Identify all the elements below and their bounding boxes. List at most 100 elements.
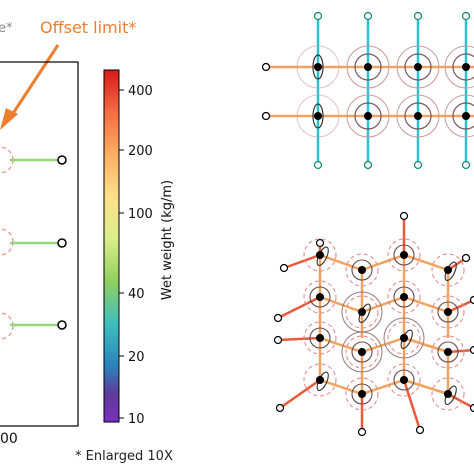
partial-top-label: e* bbox=[0, 21, 13, 36]
hub-circle bbox=[383, 317, 425, 359]
node-point bbox=[400, 251, 408, 259]
offset-limit-circle bbox=[387, 363, 421, 397]
offset-limit-circle bbox=[296, 45, 340, 89]
offset-limit-circle bbox=[345, 253, 379, 287]
offset-limit-circle bbox=[444, 45, 474, 89]
colorbar-tick-label: 20 bbox=[128, 350, 145, 365]
displacement-circle bbox=[351, 259, 373, 281]
hex-mooring-line bbox=[361, 295, 405, 314]
offset-limit-circle bbox=[396, 45, 440, 89]
offset-limit-circle bbox=[345, 295, 379, 329]
colorbar-ticks: 400 200 100 40 20 10 bbox=[119, 84, 153, 427]
offset-limit-circle bbox=[303, 280, 337, 314]
node-point bbox=[414, 112, 422, 120]
node-point bbox=[364, 63, 372, 71]
hex-mooring-line bbox=[361, 253, 405, 272]
node-point bbox=[316, 334, 324, 342]
offset-limit-circle bbox=[444, 94, 474, 138]
anchor-point bbox=[261, 62, 271, 72]
anchor-point bbox=[399, 211, 409, 221]
node-point bbox=[314, 63, 322, 71]
node-point bbox=[316, 376, 324, 384]
anchor-point bbox=[469, 295, 474, 305]
displacement-circle bbox=[393, 369, 415, 391]
anchor-mooring-line bbox=[447, 298, 474, 314]
anchor-point bbox=[313, 11, 323, 21]
node-point bbox=[358, 390, 366, 398]
colorbar-label: Wet weight (kg/m) bbox=[160, 180, 175, 300]
offset-limit-circle bbox=[431, 377, 465, 411]
anchor-point bbox=[57, 238, 67, 248]
node-point bbox=[414, 63, 422, 71]
hex-mooring-line bbox=[319, 295, 363, 314]
hex-mooring-line bbox=[403, 378, 449, 396]
hex-mooring-line bbox=[403, 253, 449, 272]
displacement-circle bbox=[437, 301, 459, 323]
displacement-circle bbox=[393, 286, 415, 308]
colorbar-gradient bbox=[103, 69, 120, 423]
anchor-point bbox=[469, 403, 474, 413]
offset-limit-circle bbox=[431, 295, 465, 329]
anchor-point bbox=[363, 11, 373, 21]
node-point bbox=[364, 112, 372, 120]
offset-limit-circle bbox=[387, 280, 421, 314]
anchor-point bbox=[413, 11, 423, 21]
offset-limit-arrow bbox=[0, 44, 60, 130]
displacement-circle bbox=[452, 53, 474, 81]
anchor-point bbox=[413, 160, 423, 170]
anchor-point bbox=[279, 263, 289, 273]
anchor-mooring-line bbox=[277, 336, 321, 342]
node-point bbox=[444, 308, 452, 316]
anchor-point bbox=[57, 155, 67, 165]
anchor-point bbox=[261, 111, 271, 121]
plot-frame bbox=[0, 61, 79, 427]
displacement-circle bbox=[393, 244, 415, 266]
node-point bbox=[316, 251, 324, 259]
hexagonal-array-diagram bbox=[273, 211, 474, 437]
offset-limit-circle bbox=[431, 253, 465, 287]
offset-limit-annotation: Offset limit* bbox=[40, 18, 136, 37]
anchor-mooring-line bbox=[277, 295, 321, 320]
offset-limit-circle bbox=[387, 238, 421, 272]
hex-mooring-line bbox=[319, 336, 363, 354]
colorbar-tick-label: 40 bbox=[128, 287, 145, 302]
anchor-mooring-line bbox=[447, 392, 474, 410]
anchor-mooring-line bbox=[447, 348, 474, 354]
colorbar: 400 200 100 40 20 10 Wet weight (kg/m) bbox=[103, 69, 175, 427]
offset-limit-circle bbox=[303, 238, 337, 272]
node-point bbox=[314, 112, 322, 120]
node-point bbox=[358, 308, 366, 316]
anchor-point bbox=[469, 345, 474, 355]
offset-limit-circle bbox=[345, 335, 379, 369]
offset-limit-circle bbox=[296, 94, 340, 138]
node-point bbox=[444, 348, 452, 356]
anchor-mooring-line bbox=[279, 378, 321, 410]
node-point bbox=[462, 112, 470, 120]
anchor-point bbox=[273, 335, 283, 345]
displacement-ellipse bbox=[312, 54, 324, 80]
anchor-point bbox=[273, 313, 283, 323]
anchor-point bbox=[313, 160, 323, 170]
mooring-line-row-2 bbox=[0, 228, 67, 256]
node-point bbox=[400, 293, 408, 301]
offset-limit-circle bbox=[387, 321, 421, 355]
node-point bbox=[400, 376, 408, 384]
anchor-point bbox=[315, 238, 325, 248]
displacement-circle bbox=[309, 327, 331, 349]
anchor-mooring-line bbox=[283, 253, 321, 270]
node-point bbox=[444, 390, 452, 398]
node-point bbox=[462, 63, 470, 71]
offset-limit-circle bbox=[346, 94, 390, 138]
offset-limit-circle bbox=[346, 45, 390, 89]
colorbar-tick-label: 100 bbox=[128, 207, 153, 222]
colorbar-tick-label: 10 bbox=[128, 412, 145, 427]
enlarged-note: * Enlarged 10X bbox=[75, 449, 173, 464]
hex-mooring-line bbox=[361, 336, 405, 354]
node-point bbox=[358, 348, 366, 356]
displacement-circle bbox=[452, 102, 474, 130]
x-axis-partial-tick: 00 bbox=[0, 431, 18, 447]
anchor-point bbox=[415, 425, 425, 435]
hex-mooring-line bbox=[361, 378, 405, 396]
colorbar-tick-label: 400 bbox=[128, 84, 153, 99]
